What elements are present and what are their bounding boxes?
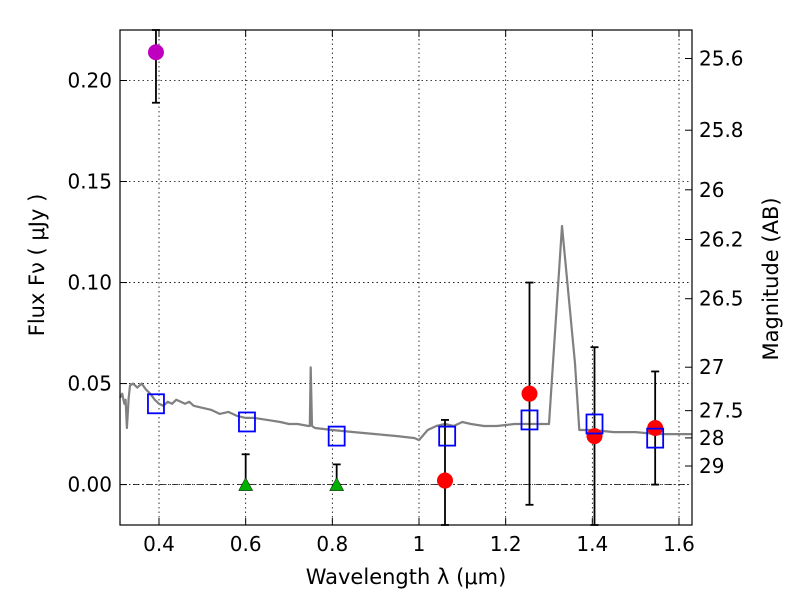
- right-tick-label: 25.8: [699, 118, 744, 142]
- x-tick-label: 0.6: [230, 532, 262, 556]
- measured-red-point: [586, 428, 603, 445]
- x-tick-label: 0.8: [316, 532, 348, 556]
- y-tick-label: 0.05: [67, 372, 112, 396]
- model-photometry-blue-point: [438, 425, 457, 447]
- y-tick-label: 0.20: [67, 69, 112, 93]
- grid: [120, 30, 692, 525]
- right-tick-label: 26.2: [699, 228, 744, 252]
- spectrum-line: [119, 224, 692, 442]
- x-tick-label: 1: [413, 532, 426, 556]
- data-markers: [147, 44, 665, 491]
- right-tick-label: 25.6: [699, 46, 744, 70]
- x-axis-label: Wavelength λ (μm): [306, 565, 507, 589]
- right-tick-label: 29: [699, 454, 724, 478]
- model-photometry-blue-point: [585, 413, 604, 435]
- x-tick-label: 1.4: [576, 532, 608, 556]
- measured-red-point: [521, 385, 538, 402]
- axis-ticks: 0.4 0.6 0.8 1 1.2 1.4 1.6 0.00 0.05 0.10 0.15 0.20 2…: [67, 30, 744, 556]
- y-axis-label: Flux Fν ( μJy ): [25, 194, 49, 337]
- model-photometry-blue-point: [646, 427, 665, 449]
- model-photometry-blue-point: [238, 411, 256, 433]
- x-tick-label: 1.2: [490, 532, 522, 556]
- upper-limit-green-point: [238, 477, 254, 491]
- detection-magenta-point: [147, 44, 164, 61]
- model-photometry-blue-point: [520, 409, 539, 431]
- right-tick-label: 26: [699, 178, 724, 202]
- right-tick-label: 26.5: [699, 287, 744, 311]
- model-photometry-blue-point: [327, 425, 346, 447]
- plot-frame: [119, 29, 693, 526]
- y-tick-label: 0.10: [67, 271, 112, 295]
- y-axis-right-label: Magnitude (AB): [759, 197, 783, 360]
- right-tick-label: 27: [699, 355, 724, 379]
- right-tick-label: 28: [699, 426, 724, 450]
- x-tick-label: 0.4: [143, 532, 175, 556]
- model-spectrum: [119, 224, 692, 442]
- upper-limit-green-point: [329, 477, 345, 491]
- y-tick-label: 0.00: [67, 473, 112, 497]
- right-tick-label: 27.5: [699, 399, 744, 423]
- x-tick-label: 1.6: [663, 532, 695, 556]
- error-bars: [151, 29, 660, 526]
- y-tick-label: 0.15: [67, 170, 112, 194]
- model-photometry-blue-point: [147, 393, 165, 415]
- measured-red-point: [437, 472, 453, 489]
